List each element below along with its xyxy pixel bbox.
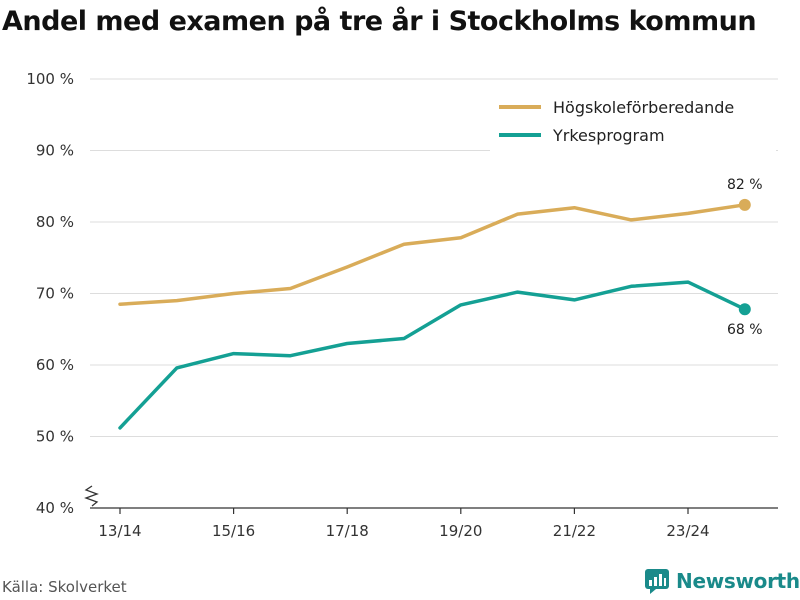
end-value-label: 68 % [727,322,763,338]
newsworthy-logo-icon [645,569,669,594]
y-tick-label: 70 % [36,285,74,303]
x-tick-label: 23/24 [666,522,709,540]
end-point-marker [738,303,751,316]
y-tick-label: 80 % [36,213,74,231]
y-tick-label: 60 % [36,356,74,374]
x-tick-label: 13/14 [98,522,141,540]
legend-label: Yrkesprogram [552,126,665,145]
x-tick-label: 15/16 [212,522,255,540]
grid-lines [90,78,778,437]
x-tick-label: 21/22 [553,522,596,540]
series-lines: 82 % 68 % [118,177,763,430]
end-value-label: 82 % [727,177,763,193]
brand-logo: Newsworthy [644,568,800,594]
chart-title: Andel med examen på tre år i Stockholms … [2,6,757,37]
legend-label: Högskoleförberedande [553,98,734,117]
y-tick-label: 100 % [26,70,74,88]
source-note: Källa: Skolverket [2,578,127,596]
axis-break-icon [84,485,99,507]
y-tick-label: 40 % [36,499,74,517]
brand-name: Newsworthy [676,569,800,593]
x-tick-label: 19/20 [439,522,482,540]
series-line-hogskole [118,203,747,306]
series-line-yrkes [118,280,747,430]
y-tick-label: 90 % [36,142,74,160]
legend: Högskoleförberedande Yrkesprogram [490,91,776,153]
end-point-marker [738,198,751,211]
y-axis: 40 % 50 % 60 % 70 % 80 % 90 % 100 % [26,70,74,517]
legend-background [490,91,776,153]
y-tick-label: 50 % [36,428,74,446]
x-axis: 13/14 15/16 17/18 19/20 21/22 23/24 [84,485,778,540]
x-tick-label: 17/18 [326,522,369,540]
